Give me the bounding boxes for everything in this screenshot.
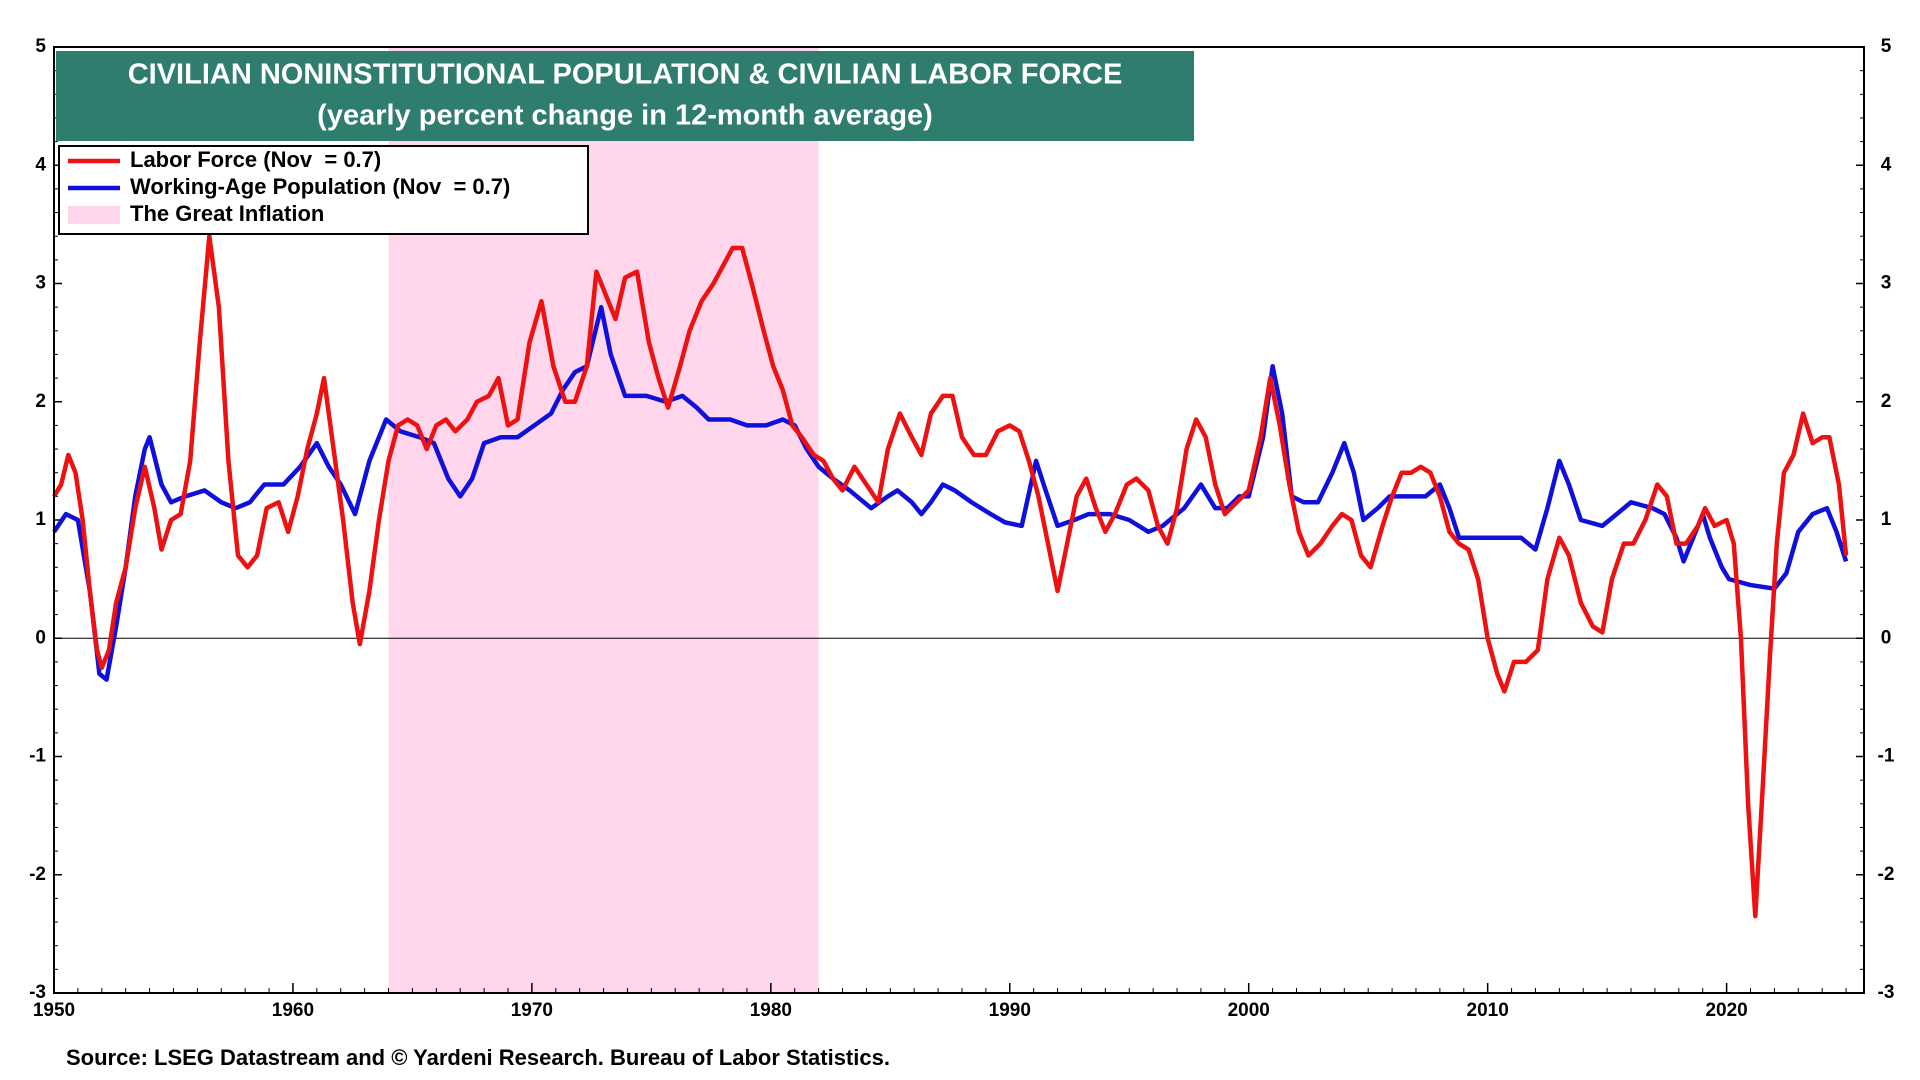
- y-tick-label: 0: [35, 627, 46, 648]
- x-tick-label: 1950: [33, 1000, 75, 1021]
- x-tick-label: 2000: [1228, 1000, 1270, 1021]
- legend-box: [58, 145, 589, 235]
- chart-title: CIVILIAN NONINSTITUTIONAL POPULATION & C…: [128, 59, 1123, 91]
- legend-label: Working-Age Population (Nov = 0.7): [130, 174, 510, 199]
- y-tick-label: -1: [29, 746, 46, 767]
- y2-tick-label: -2: [1878, 864, 1895, 885]
- y2-tick-label: 4: [1881, 154, 1892, 175]
- series-line: [52, 304, 1849, 682]
- y2-tick-label: 1: [1881, 509, 1892, 530]
- legend-swatch: [68, 206, 120, 224]
- title-box: [56, 51, 1194, 141]
- y-tick-label: -2: [29, 864, 46, 885]
- x-tick-label: 1980: [750, 1000, 792, 1021]
- y2-tick-label: 0: [1881, 627, 1892, 648]
- y2-tick-label: -1: [1878, 746, 1895, 767]
- y-tick-label: -3: [29, 982, 46, 1003]
- source-note: Source: LSEG Datastream and © Yardeni Re…: [66, 1045, 890, 1070]
- x-tick-label: 1990: [989, 1000, 1031, 1021]
- y-tick-label: 3: [35, 273, 46, 294]
- x-tick-label: 1960: [272, 1000, 314, 1021]
- y2-tick-label: 3: [1881, 273, 1892, 294]
- y-tick-label: 5: [35, 36, 46, 57]
- y-tick-label: 2: [35, 391, 46, 412]
- y-tick-label: 1: [35, 509, 46, 530]
- legend-label: Labor Force (Nov = 0.7): [130, 147, 381, 172]
- y2-tick-label: 2: [1881, 391, 1892, 412]
- series-line: [52, 233, 1849, 919]
- legend-label: The Great Inflation: [130, 201, 324, 226]
- y2-tick-label: 5: [1881, 36, 1892, 57]
- x-tick-label: 2010: [1467, 1000, 1509, 1021]
- plot-frame: [53, 46, 1865, 994]
- chart-subtitle: (yearly percent change in 12-month avera…: [317, 100, 933, 132]
- x-tick-label: 2020: [1705, 1000, 1747, 1021]
- x-tick-label: 1970: [511, 1000, 553, 1021]
- y2-tick-label: -3: [1878, 982, 1895, 1003]
- y-tick-label: 4: [35, 154, 46, 175]
